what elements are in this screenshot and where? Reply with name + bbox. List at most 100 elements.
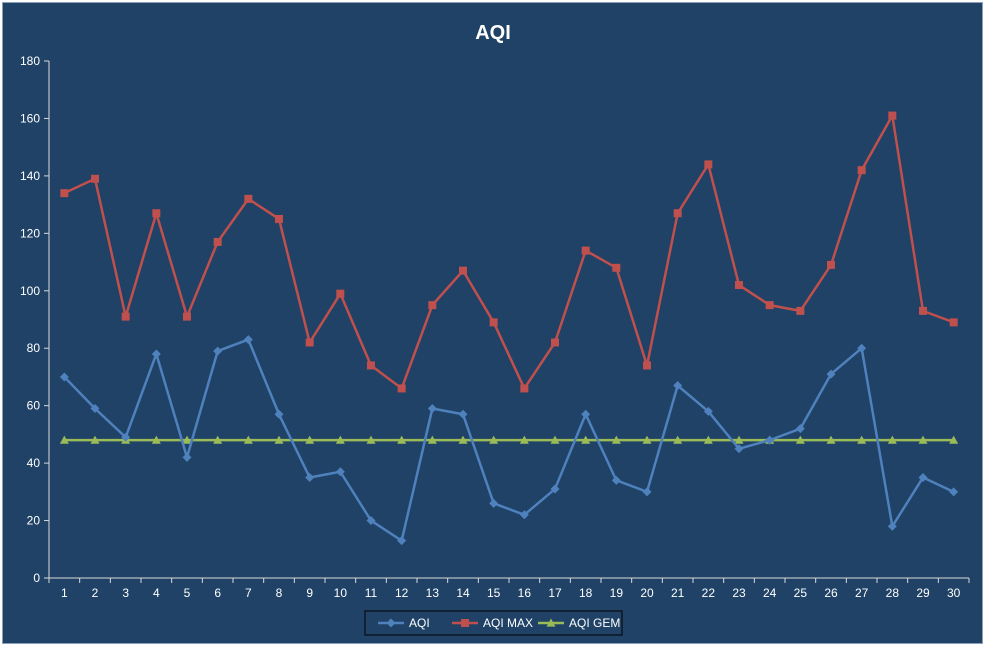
data-point-aqi-gem bbox=[427, 435, 437, 444]
data-point-aqi bbox=[489, 498, 499, 508]
data-point-aqi-max bbox=[704, 160, 713, 169]
data-point-aqi bbox=[182, 452, 192, 462]
data-point-aqi bbox=[611, 475, 621, 485]
data-point-aqi-gem bbox=[857, 435, 867, 444]
series-aqi-max bbox=[60, 111, 958, 393]
data-point-aqi bbox=[335, 467, 345, 477]
data-point-aqi bbox=[90, 404, 100, 414]
data-point-aqi-max bbox=[183, 312, 191, 321]
data-point-aqi-max bbox=[765, 301, 774, 310]
data-point-aqi bbox=[703, 406, 713, 416]
x-tick-label: 7 bbox=[245, 586, 252, 600]
x-tick-label: 4 bbox=[153, 586, 160, 600]
data-point-aqi-gem bbox=[366, 435, 376, 444]
data-point-aqi-max bbox=[643, 361, 651, 370]
data-point-aqi-max bbox=[305, 338, 314, 347]
series-aqi bbox=[59, 335, 959, 546]
data-point-aqi bbox=[151, 349, 161, 359]
series-line-aqi-max bbox=[63, 114, 955, 390]
data-point-aqi-max bbox=[888, 111, 897, 120]
data-point-aqi-gem bbox=[397, 435, 407, 444]
data-point-aqi bbox=[581, 409, 591, 419]
data-point-aqi bbox=[519, 510, 529, 520]
x-tick-label: 13 bbox=[426, 586, 440, 600]
data-point-aqi bbox=[274, 409, 284, 419]
data-point-aqi-max bbox=[397, 384, 406, 393]
data-point-aqi-gem bbox=[918, 435, 928, 444]
data-point-aqi-max bbox=[919, 306, 927, 315]
x-tick-label: 14 bbox=[456, 586, 470, 600]
data-point-aqi-max bbox=[60, 189, 69, 198]
series-layer bbox=[59, 111, 959, 546]
data-point-aqi-gem bbox=[519, 435, 529, 444]
series-line-aqi bbox=[63, 338, 955, 542]
data-point-aqi bbox=[918, 472, 928, 482]
x-tick-label: 22 bbox=[702, 586, 716, 600]
data-point-aqi-max bbox=[949, 318, 958, 327]
x-tick-label: 15 bbox=[487, 586, 501, 600]
data-point-aqi bbox=[550, 484, 560, 494]
data-point-aqi-max bbox=[827, 260, 835, 269]
x-tick-label: 16 bbox=[518, 586, 532, 600]
data-point-aqi-gem bbox=[887, 435, 897, 444]
legend: AQI AQI MAX AQI GEM bbox=[364, 610, 623, 636]
data-point-aqi-gem bbox=[826, 435, 836, 444]
x-tick-label: 12 bbox=[395, 586, 409, 600]
data-point-aqi bbox=[734, 444, 744, 454]
data-point-aqi bbox=[765, 435, 775, 445]
x-tick-label: 10 bbox=[334, 586, 348, 600]
y-tick-label: 80 bbox=[27, 341, 41, 355]
legend-marker-aqi-gem bbox=[546, 618, 556, 627]
data-point-aqi-gem bbox=[581, 435, 591, 444]
data-point-aqi-gem bbox=[335, 435, 345, 444]
y-tick-label: 100 bbox=[20, 284, 40, 298]
x-tick-label: 28 bbox=[886, 586, 900, 600]
chart-title: AQI bbox=[475, 22, 511, 44]
data-point-aqi-max bbox=[244, 194, 253, 203]
data-point-aqi-max bbox=[459, 266, 467, 275]
x-tick-label: 27 bbox=[855, 586, 869, 600]
data-point-aqi-max bbox=[336, 289, 345, 298]
legend-label-aqi-max: AQI MAX bbox=[483, 616, 533, 630]
y-tick-label: 120 bbox=[20, 226, 40, 240]
legend-marker-aqi bbox=[386, 618, 396, 628]
y-tick-label: 0 bbox=[33, 571, 40, 585]
data-point-aqi bbox=[673, 381, 683, 391]
data-point-aqi-max bbox=[367, 361, 375, 370]
data-point-aqi-gem bbox=[59, 435, 69, 444]
series-aqi-gem bbox=[59, 435, 959, 444]
data-point-aqi-gem bbox=[673, 435, 683, 444]
x-tick-label: 8 bbox=[276, 586, 283, 600]
data-point-aqi-gem bbox=[90, 435, 100, 444]
data-point-aqi-max bbox=[551, 338, 559, 347]
data-point-aqi-max bbox=[428, 301, 437, 310]
x-tick-label: 19 bbox=[610, 586, 624, 600]
x-tick-label: 21 bbox=[671, 586, 685, 600]
data-point-aqi-gem bbox=[795, 435, 805, 444]
x-tick-label: 3 bbox=[122, 586, 129, 600]
data-point-aqi bbox=[458, 409, 468, 419]
data-point-aqi-gem bbox=[182, 435, 192, 444]
data-point-aqi-gem bbox=[611, 435, 621, 444]
x-tick-label: 2 bbox=[92, 586, 99, 600]
data-point-aqi-max bbox=[520, 384, 529, 393]
legend-label-aqi: AQI bbox=[409, 616, 430, 630]
legend-label-aqi-gem: AQI GEM bbox=[569, 616, 620, 630]
data-point-aqi bbox=[213, 346, 223, 356]
data-point-aqi-max bbox=[91, 174, 99, 183]
y-tick-label: 20 bbox=[27, 514, 41, 528]
data-point-aqi bbox=[427, 404, 437, 414]
data-point-aqi-max bbox=[581, 246, 590, 255]
x-tick-label: 30 bbox=[947, 586, 961, 600]
data-point-aqi bbox=[305, 472, 315, 482]
data-point-aqi-gem bbox=[949, 435, 959, 444]
data-point-aqi-gem bbox=[703, 435, 713, 444]
x-tick-label: 11 bbox=[365, 586, 378, 600]
data-point-aqi-max bbox=[213, 237, 222, 246]
x-tick-label: 20 bbox=[640, 586, 654, 600]
x-tick-label: 18 bbox=[579, 586, 593, 600]
data-point-aqi bbox=[366, 516, 376, 526]
data-point-aqi bbox=[949, 487, 959, 497]
